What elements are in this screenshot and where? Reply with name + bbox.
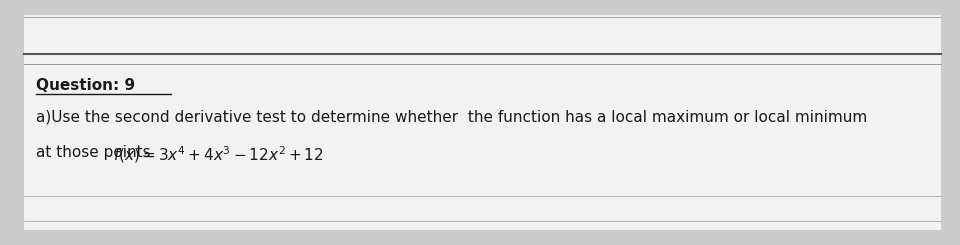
- Text: Question: 9: Question: 9: [36, 78, 135, 93]
- Text: at those points: at those points: [36, 145, 161, 159]
- Text: a)Use the second derivative test to determine whether  the function has a local : a)Use the second derivative test to dete…: [36, 109, 868, 124]
- Text: $f(x) = 3x^4 + 4x^3 - 12x^2 + 12$: $f(x) = 3x^4 + 4x^3 - 12x^2 + 12$: [113, 145, 324, 165]
